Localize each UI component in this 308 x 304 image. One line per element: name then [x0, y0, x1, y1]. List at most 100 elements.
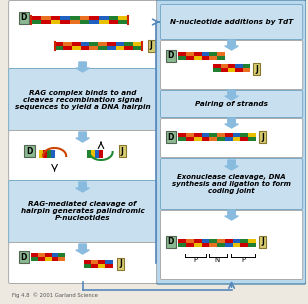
Bar: [118, 20, 128, 24]
Bar: [107, 46, 116, 50]
FancyBboxPatch shape: [9, 181, 156, 244]
Bar: [38, 253, 45, 257]
Bar: [225, 239, 233, 243]
FancyBboxPatch shape: [9, 130, 156, 181]
Bar: [98, 260, 105, 264]
Bar: [95, 154, 99, 158]
Bar: [235, 68, 243, 72]
Text: P: P: [241, 257, 245, 263]
Bar: [194, 133, 202, 137]
Bar: [107, 42, 116, 46]
Bar: [60, 20, 70, 24]
Bar: [39, 154, 43, 158]
Text: Pairing of strands: Pairing of strands: [195, 101, 268, 107]
Bar: [63, 46, 72, 50]
Bar: [60, 16, 70, 20]
Bar: [209, 56, 217, 60]
FancyBboxPatch shape: [156, 0, 306, 284]
Polygon shape: [76, 62, 89, 72]
Bar: [59, 257, 65, 261]
Bar: [202, 56, 209, 60]
Bar: [217, 56, 225, 60]
Bar: [243, 64, 250, 68]
Bar: [45, 257, 52, 261]
Bar: [98, 264, 105, 268]
Text: D: D: [20, 13, 27, 22]
Bar: [99, 20, 109, 24]
Bar: [91, 260, 98, 264]
Bar: [70, 20, 80, 24]
Bar: [91, 154, 95, 158]
Text: J: J: [121, 147, 124, 156]
Bar: [178, 243, 186, 247]
Bar: [194, 243, 202, 247]
FancyBboxPatch shape: [9, 68, 156, 132]
Text: D: D: [168, 133, 174, 141]
Bar: [225, 137, 233, 141]
Polygon shape: [76, 182, 89, 192]
Bar: [43, 150, 47, 154]
FancyBboxPatch shape: [160, 91, 303, 118]
Bar: [240, 137, 248, 141]
Bar: [31, 20, 41, 24]
Bar: [228, 68, 235, 72]
Bar: [217, 137, 225, 141]
Polygon shape: [225, 40, 238, 50]
Text: RAG-mediated cleavage of
hairpin generates palindromic
P-nucleotides: RAG-mediated cleavage of hairpin generat…: [21, 201, 144, 221]
Text: RAG complex binds to and
cleaves recombination signal
sequences to yield a DNA h: RAG complex binds to and cleaves recombi…: [15, 90, 150, 110]
Polygon shape: [225, 90, 238, 100]
FancyBboxPatch shape: [9, 1, 156, 70]
Bar: [186, 137, 194, 141]
Bar: [248, 133, 256, 137]
Bar: [47, 154, 51, 158]
Bar: [98, 46, 107, 50]
Bar: [51, 150, 55, 154]
Polygon shape: [225, 118, 238, 128]
Bar: [31, 16, 41, 20]
FancyBboxPatch shape: [160, 40, 303, 89]
Bar: [243, 68, 250, 72]
Text: J: J: [119, 260, 122, 268]
Text: J: J: [150, 42, 153, 50]
Bar: [194, 56, 202, 60]
Bar: [186, 133, 194, 137]
Bar: [81, 46, 89, 50]
Bar: [47, 150, 51, 154]
Bar: [118, 16, 128, 20]
Bar: [70, 16, 80, 20]
Bar: [133, 42, 142, 46]
Bar: [186, 243, 194, 247]
Bar: [72, 42, 81, 46]
Bar: [248, 243, 256, 247]
Bar: [178, 137, 186, 141]
Bar: [99, 154, 103, 158]
Bar: [186, 52, 194, 56]
Bar: [186, 56, 194, 60]
Text: D: D: [26, 147, 33, 156]
FancyBboxPatch shape: [160, 158, 303, 209]
Polygon shape: [225, 210, 238, 220]
Bar: [221, 68, 228, 72]
Bar: [217, 52, 225, 56]
Bar: [233, 133, 240, 137]
Bar: [83, 260, 91, 264]
Bar: [72, 46, 81, 50]
Text: J: J: [255, 64, 258, 74]
FancyBboxPatch shape: [9, 243, 156, 284]
Bar: [209, 133, 217, 137]
Bar: [91, 264, 98, 268]
Bar: [45, 253, 52, 257]
Bar: [194, 239, 202, 243]
Text: N-nucleotide additions by TdT: N-nucleotide additions by TdT: [170, 19, 293, 25]
Bar: [202, 133, 209, 137]
Bar: [81, 42, 89, 46]
Bar: [89, 42, 98, 46]
Bar: [55, 42, 63, 46]
Bar: [225, 133, 233, 137]
Bar: [95, 150, 99, 154]
Bar: [63, 42, 72, 46]
Bar: [52, 253, 59, 257]
Bar: [178, 52, 186, 56]
Polygon shape: [76, 244, 89, 254]
Bar: [209, 52, 217, 56]
